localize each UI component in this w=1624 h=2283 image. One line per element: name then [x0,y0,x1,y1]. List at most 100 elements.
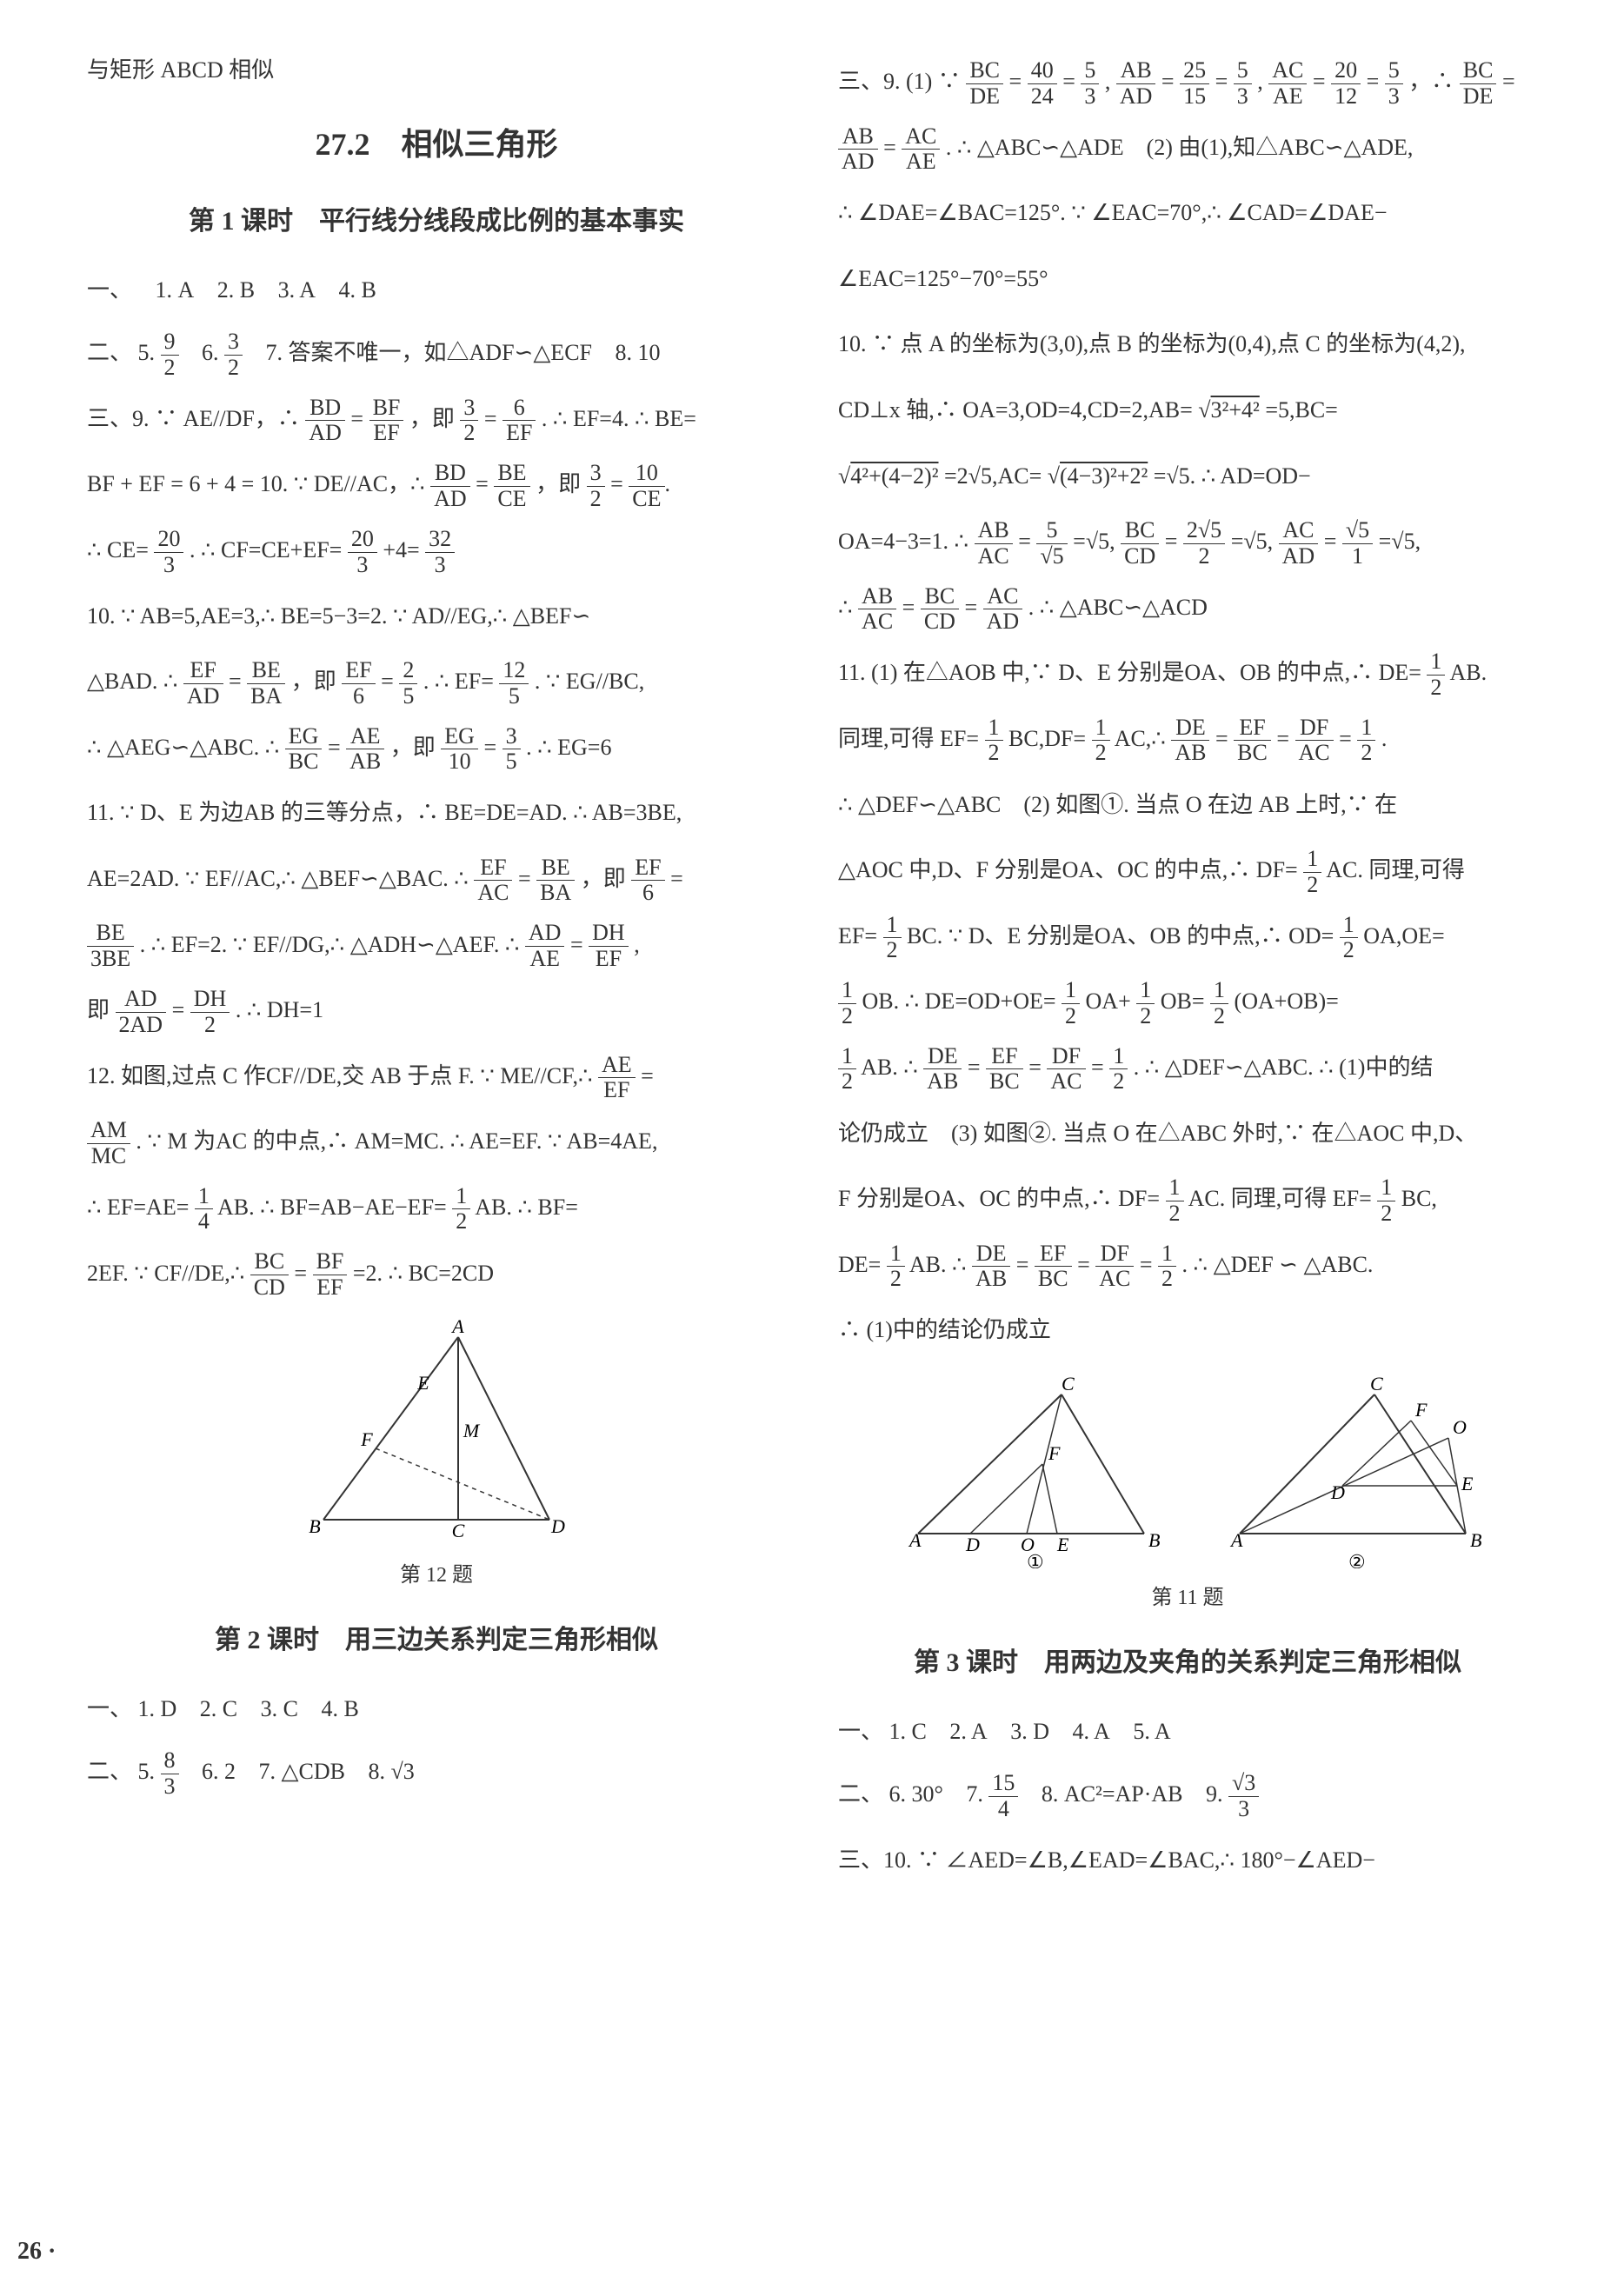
text: 三、9. ∵ AE//DF，∴ [87,406,305,431]
c2-q9d: ∠EAC=125°−70°=55° [838,250,1537,309]
svg-text:B: B [1148,1529,1160,1551]
right-column: 三、9. (1) ∵ BCDE = 4024 = 53 , ABAD = 251… [838,52,1537,1896]
q12: 12. 如图,过点 C 作CF//DE,交 AB 于点 F. ∵ ME//CF,… [87,1047,786,1106]
text: +4= [383,537,419,562]
text: AB. [1449,660,1487,685]
text: ，即 [581,866,632,891]
frac: EFAD [183,658,223,709]
label-M: M [463,1420,481,1441]
frac: 25 [399,658,417,709]
frac: 12 [1210,978,1228,1028]
prefix: 二、 [87,1759,132,1784]
text: 三、9. (1) ∵ [838,69,966,94]
page-number: 26 · [17,2238,56,2266]
frac: BDAD [305,396,345,446]
frac: ADAE [525,921,565,971]
frac: 12 [1158,1241,1176,1292]
text: OB= [1161,988,1205,1014]
ans: 5. A [1133,1719,1170,1744]
ans: 1. A [156,277,195,303]
frac: 2√52 [1183,518,1225,569]
frac: ABAC [858,584,896,635]
frac: 12 [985,716,1003,766]
frac: ABAD [1116,58,1156,109]
c2-q11f: 12 OB. ∴ DE=OD+OE= 12 OA+ 12 OB= 12 (OA+… [838,972,1537,1031]
frac: BEBA [536,855,575,906]
fig11-caption: 第 11 题 [838,1580,1537,1610]
frac: 10CE [629,461,664,511]
lesson1-title: 第 1 课时 平行线分线段成比例的基本事实 [87,199,786,237]
frac: 53 [1234,58,1252,109]
text: =√5. ∴ AD=OD− [1154,463,1311,489]
text: BC, [1401,1186,1437,1211]
frac: BCCD [921,584,959,635]
frac: DEAB [923,1044,962,1095]
ans: 2. B [217,277,255,303]
left-column: 与矩形 ABCD 相似 27.2 相似三角形 第 1 课时 平行线分线段成比例的… [87,52,786,1896]
frac: 2012 [1331,58,1361,109]
text: ，即 [390,735,442,760]
text: ∴ CE= [87,537,149,562]
text: ∴ △AEG∽△ABC. ∴ [87,735,285,760]
label-D: D [550,1515,565,1537]
text: OA,OE= [1363,923,1444,948]
prefix: 二、 [87,340,132,365]
text: . [1381,726,1388,751]
frac: 12 [887,1241,905,1292]
text: BC,DF= [1008,726,1086,751]
frac: EF6 [342,658,375,709]
frac: ACAD [983,584,1023,635]
frac: BCDE [1460,58,1497,109]
frac: ABAC [975,518,1013,569]
text: . ∴ EF=2. ∵ EF//DG,∴ △ADH∽△AEF. ∴ [140,932,525,957]
svg-text:①: ① [1027,1551,1044,1568]
top-text: 与矩形 ABCD 相似 [87,52,786,84]
svg-text:E: E [1056,1534,1069,1555]
text: CD⊥x 轴,∴ OA=3,OD=4,CD=2,AB= [838,397,1193,423]
text: 11. (1) 在△AOB 中,∵ D、E 分别是OA、OB 的中点,∴ DE= [838,660,1421,685]
text: AC,∴ [1115,726,1172,751]
frac: 12 [1377,1175,1395,1226]
frac: EFBC [1234,716,1271,766]
text: =2√5,AC= [944,463,1042,489]
frac: ACAE [902,124,940,175]
text: 即 [87,997,116,1022]
text: OA=4−3=1. ∴ [838,529,975,554]
frac: 12 [1109,1044,1128,1095]
label-C: C [452,1520,465,1541]
q6: 6. 30° [889,1781,943,1807]
frac: 53 [1081,58,1099,109]
text: 同理,可得 EF= [838,726,979,751]
q7: 7. 答案不唯一，如△ADF∽△ECF [266,340,592,365]
q6: 6. 2 [202,1759,236,1784]
text: BC. ∵ D、E 分别是OA、OB 的中点,∴ OD= [907,923,1334,948]
frac: AEAB [346,724,384,775]
ans: 1. C [889,1719,927,1744]
q5: 5. [138,1759,161,1784]
q5: 5. [138,340,161,365]
frac-9-2: 92 [161,329,179,380]
triangle-diagrams-11: A B C D O E F ① [883,1377,1492,1568]
frac: 12 [1303,847,1321,897]
frac: 53 [1385,58,1403,109]
text: △BAD. ∴ [87,669,183,694]
lesson1-answers-line2: 二、 5. 92 6. 32 7. 答案不唯一，如△ADF∽△ECF 8. 10 [87,326,786,380]
frac: DHEF [589,921,629,971]
frac-3-2: 32 [224,329,243,380]
frac: BCCD [1121,518,1159,569]
c2-q11g: 12 AB. ∴ DEAB = EFBC = DFAC = 12 . ∴ △DE… [838,1038,1537,1097]
text: . ∵ EG//BC, [535,669,644,694]
q9: 9. [1206,1781,1228,1807]
q7: 7. [966,1781,988,1807]
frac: 32 [460,396,478,446]
text: =√5, [1231,529,1273,554]
page-container: 与矩形 ABCD 相似 27.2 相似三角形 第 1 课时 平行线分线段成比例的… [87,52,1537,1896]
text: BF + EF = 6 + 4 = 10. ∵ DE//AC，∴ [87,471,430,496]
text: . ∴ EF=4. ∴ BE= [542,406,696,431]
prefix: 一、 [87,277,132,303]
c2-q10d: OA=4−3=1. ∴ ABAC = 5√5 =√5, BCCD = 2√52 … [838,512,1537,571]
frac: EG10 [441,724,478,775]
q10b: △BAD. ∴ EFAD = BEBA ，即 EF6 = 25 . ∴ EF= … [87,652,786,711]
text: ，即 [409,406,461,431]
frac: 4024 [1028,58,1057,109]
